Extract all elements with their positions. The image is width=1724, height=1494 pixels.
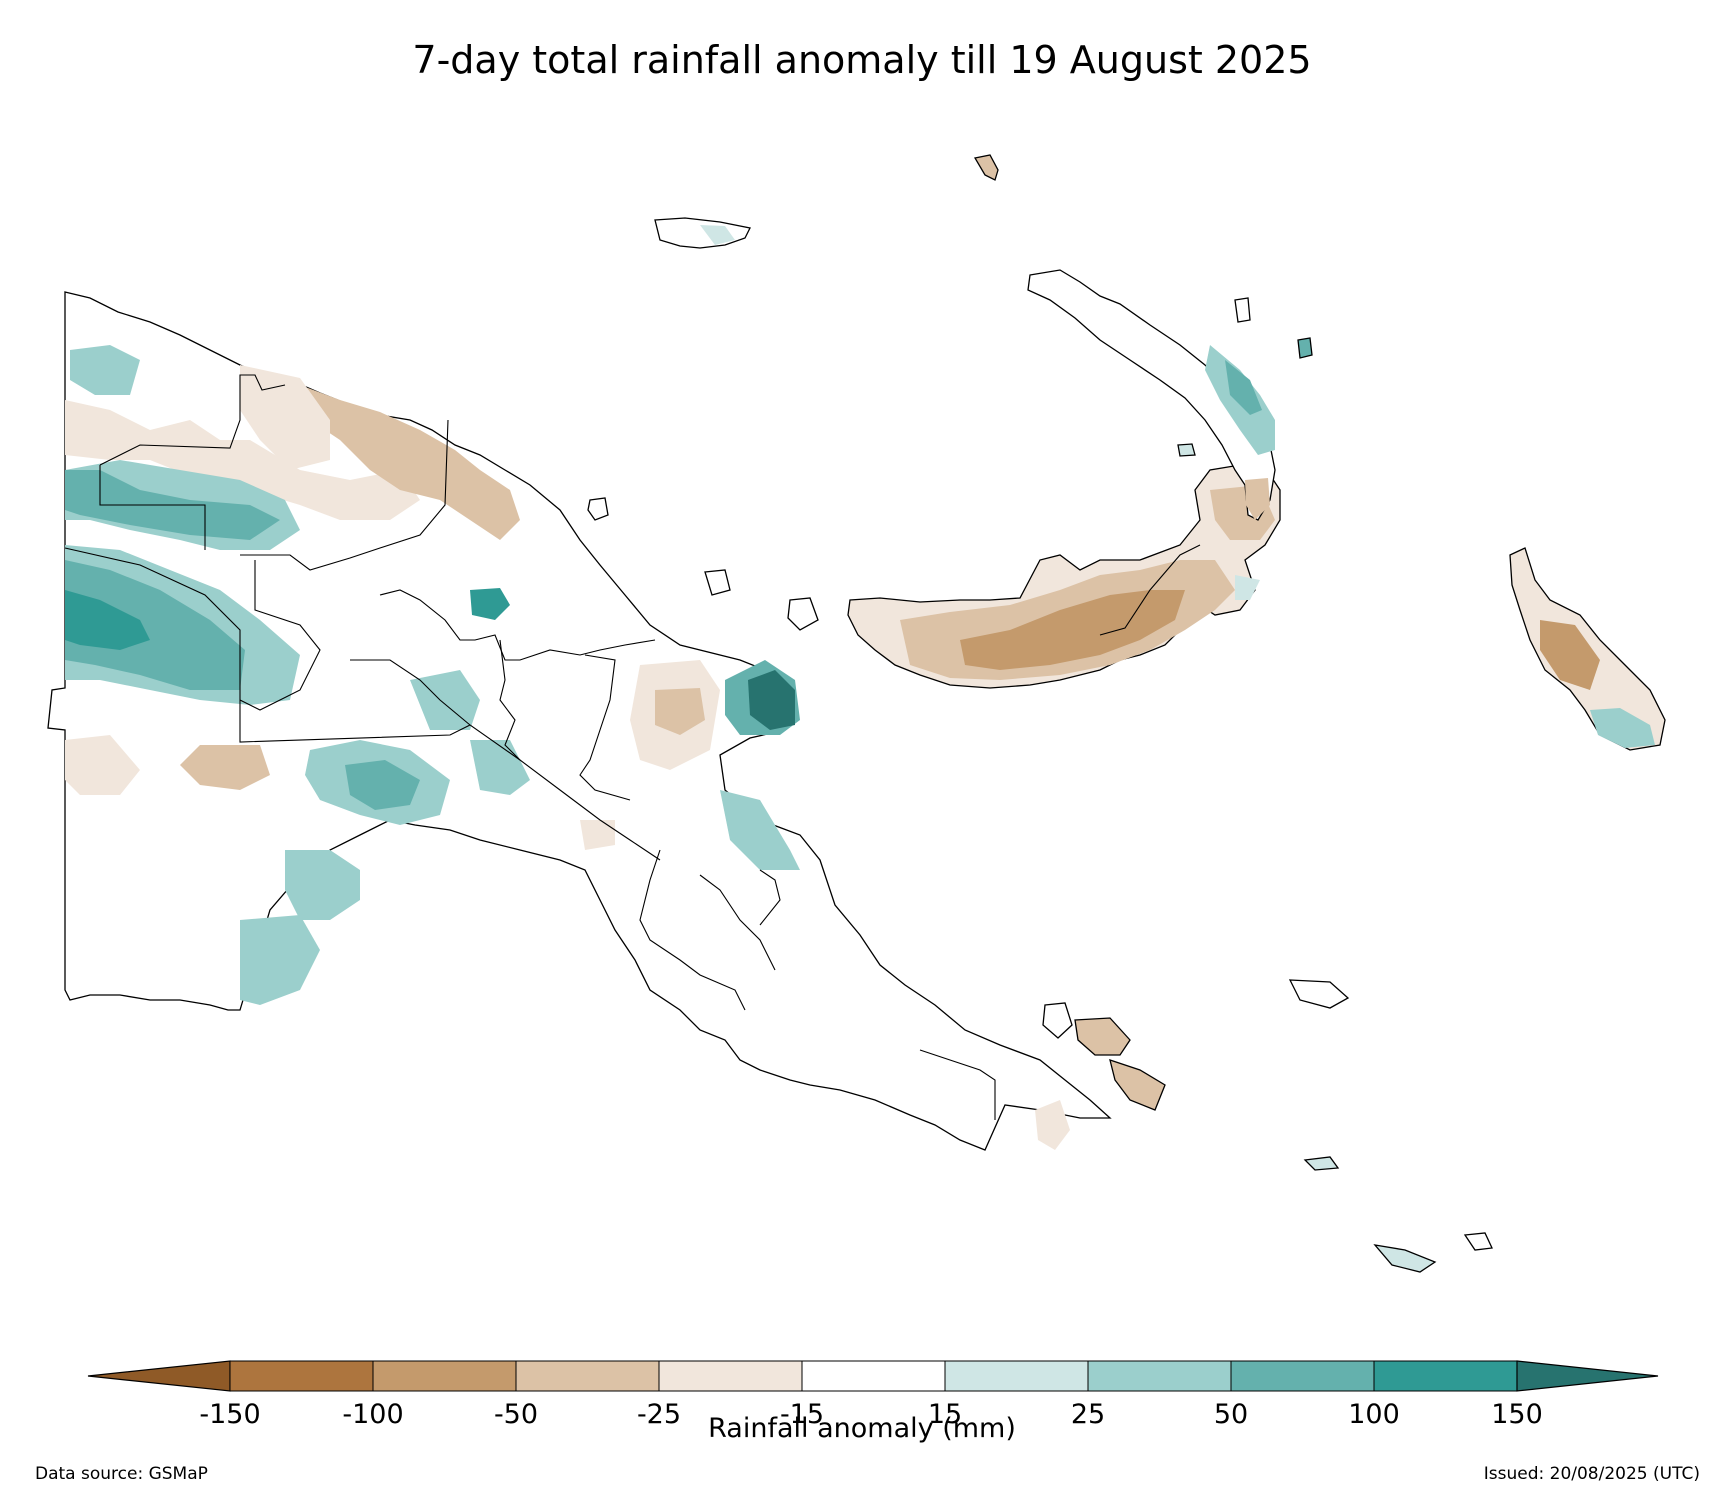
map-title: 7-day total rainfall anomaly till 19 Aug… [412,38,1312,82]
duke-of-york [1177,443,1196,457]
patch-wet-nw-small [70,345,140,395]
patch-dry-center-2 [655,688,705,735]
colorbar-tick: -100 [342,1399,403,1430]
rossel-island [1373,1244,1437,1273]
colorbar-tick: 25 [1071,1399,1105,1430]
patch-dry-north-coast [300,385,520,540]
umboi-island [787,597,819,631]
colorbar-tick: 100 [1348,1399,1400,1430]
trobriand-island [1288,979,1350,1009]
patch-wet-center-small [410,670,480,730]
bougainville-wet [1590,708,1655,748]
colorbar-bin [1230,1360,1375,1392]
southeast-islands [1042,979,1493,1273]
colorbar-bin [1087,1360,1232,1392]
province-boundaries [64,374,996,1120]
patch-dry-south-small [580,820,615,850]
colorbar-extend-high [1516,1360,1659,1392]
patch-wet-huon-2 [748,670,795,730]
karkar-island [587,497,609,521]
new-ireland-wet-2 [1225,360,1262,415]
new-ireland [1027,269,1276,521]
long-island [704,569,731,596]
patch-wet-south-delta [285,850,360,920]
issued-date: Issued: 20/08/2025 (UTC) [1483,1464,1700,1484]
colorbar-bin [229,1360,374,1392]
colorbar-tick: -150 [199,1399,260,1430]
colorbar-extend-low [87,1360,231,1392]
mussau-island [973,154,999,181]
patch-wet-west-4 [65,560,245,690]
manus-wet [700,225,735,245]
north-islands [587,154,1313,631]
goodenough-island [1042,1002,1073,1039]
patch-wet-east-coast [720,790,800,870]
tabar-island [1234,297,1251,323]
sudest-island [1463,1232,1493,1251]
manus-island [654,217,751,249]
colorbar-tick: -15 [780,1399,824,1430]
colorbar-bin [801,1360,946,1392]
colorbar-tick: 50 [1214,1399,1248,1430]
lihir-island [1297,337,1313,359]
new-britain-dry-2 [960,590,1185,670]
colorbar-bin [658,1360,803,1392]
colorbar-bin [515,1360,660,1392]
colorbar-tick: 150 [1491,1399,1543,1430]
colorbar-bin [372,1360,517,1392]
mainland-png [47,291,1112,1151]
patch-wet-central-2 [345,760,420,810]
new-ireland-dry [1245,478,1270,520]
patch-dry-south-left [65,735,140,795]
data-source-note: Data source: GSMaP [35,1464,208,1484]
small-island-a [1303,1156,1340,1171]
patch-wet-west-5 [65,590,150,650]
patch-dry-papuan-tip [1035,1100,1070,1150]
patch-wet-south-2 [240,915,320,1005]
mainland-anomaly-patches [65,345,1070,1150]
new-britain [847,464,1281,689]
patch-dry-south-mid [180,745,270,790]
new-britain-wet [1235,575,1260,600]
new-britain-boundary [1099,544,1201,636]
patch-dry-nw [65,400,420,520]
bougainville [1509,547,1666,751]
colorbar-bin [944,1360,1089,1392]
fergusson-island [1074,1017,1131,1056]
patch-wet-highlands-dot [470,588,510,620]
colorbar-tick: 15 [928,1399,962,1430]
mainland-landmass [47,291,1112,1151]
bougainville-dry [1540,620,1600,690]
normanby-island [1109,1059,1166,1111]
colorbar-title: Rainfall anomaly (mm) [708,1413,1016,1444]
patch-dry-north-coast-2 [240,365,330,470]
colorbar-tick: -25 [637,1399,681,1430]
patch-wet-center-small-2 [470,740,530,795]
colorbar-bin [1373,1360,1518,1392]
colorbar: -150 -100 -50 -25 -15 15 25 50 100 150 [87,1360,1659,1430]
colorbar-tick: -50 [494,1399,538,1430]
